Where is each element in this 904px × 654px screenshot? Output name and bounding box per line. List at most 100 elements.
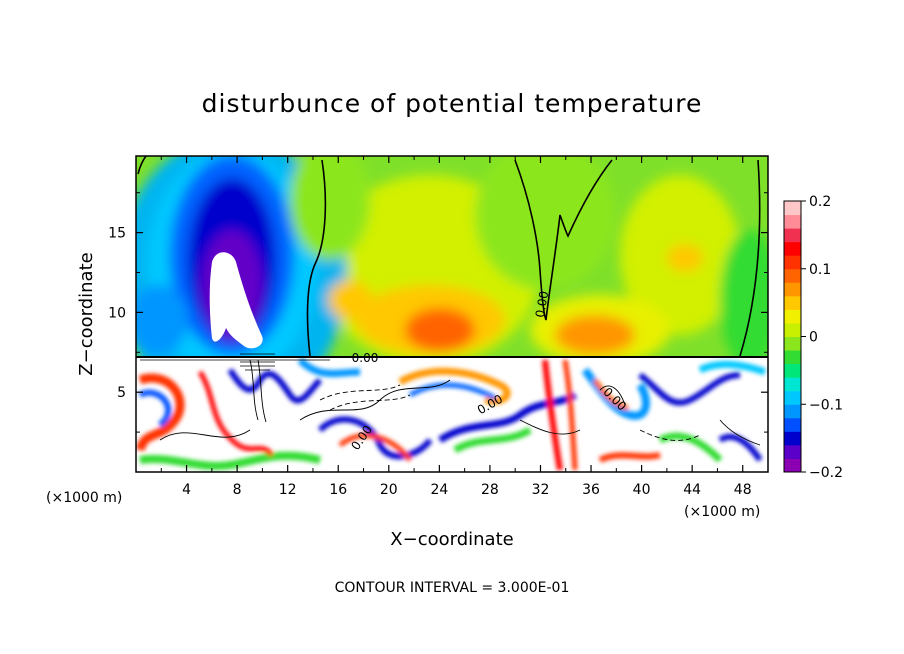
zero-contour	[137, 156, 147, 175]
turbulent-band	[197, 370, 274, 457]
contour-line	[319, 384, 401, 401]
x-tick-label: 12	[279, 482, 297, 498]
y-tick-label: 5	[117, 385, 126, 401]
zero-contour	[739, 159, 761, 357]
upper-field	[136, 156, 768, 357]
turbulent-band	[598, 452, 661, 463]
cold-plume	[136, 285, 188, 355]
warm-core	[667, 244, 703, 272]
colorbar-swatch	[784, 363, 801, 378]
colorbar-ticks: 0.2 0.1 0 −0.1 −0.2	[801, 194, 843, 481]
colorbar-swatch	[784, 404, 801, 419]
x-tick-label: 4	[182, 482, 191, 498]
contour-label: 0.00	[533, 290, 551, 319]
colorbar-swatch	[784, 444, 801, 459]
colorbar-swatch	[784, 309, 801, 324]
turbulent-band	[398, 367, 511, 405]
colorbar-swatch	[784, 336, 801, 351]
contour-line	[159, 429, 251, 441]
x-tick-label: 44	[683, 482, 701, 498]
colorbar	[783, 200, 802, 473]
colorbar-swatch	[784, 268, 801, 283]
y-axis-ticks: 5 10 15	[108, 192, 768, 433]
turbulent-band	[438, 391, 577, 443]
contour-line	[249, 359, 259, 421]
colorbar-tick-label: 0.2	[809, 194, 831, 210]
colorbar-swatch	[784, 377, 801, 392]
zero-contour	[514, 159, 613, 321]
colorbar-swatch	[784, 322, 801, 337]
turbulent-band	[227, 368, 323, 404]
contour-label: 0.00	[352, 351, 379, 365]
contour-line	[519, 419, 581, 435]
neutral-region	[475, 156, 615, 290]
colorbar-swatch	[784, 282, 801, 297]
turbulent-band	[338, 433, 412, 462]
warm-core	[328, 280, 372, 320]
colorbar-swatch	[784, 255, 801, 270]
colorbar-swatch	[784, 431, 801, 446]
turbulent-band	[297, 357, 361, 378]
x-unit-left: (×1000 m)	[46, 490, 122, 506]
y-axis-label: Z−coordinate	[76, 252, 97, 375]
y-tick-label: 15	[108, 226, 126, 242]
colorbar-tick-label: 0	[809, 330, 818, 346]
turbulent-band	[718, 433, 763, 462]
colorbar-swatch	[784, 201, 801, 216]
colorbar-swatch	[784, 295, 801, 310]
lower-field	[136, 357, 768, 472]
y-tick-label: 10	[108, 305, 126, 321]
neutral-region	[290, 156, 370, 260]
turbulent-band	[136, 373, 185, 452]
colorbar-swatch	[784, 417, 801, 432]
turbulent-band	[562, 359, 578, 471]
chart-title: disturbunce of potential temperature	[202, 89, 703, 118]
colorbar-tick-label: 0.1	[809, 262, 831, 278]
turbulent-band	[592, 378, 629, 411]
colorbar-swatch	[784, 458, 801, 473]
x-tick-label: 32	[532, 482, 550, 498]
contour-line	[599, 385, 626, 406]
x-tick-label: 28	[481, 482, 499, 498]
neutral-region	[720, 230, 768, 357]
x-axis-label: X−coordinate	[390, 529, 513, 550]
lower-field-base	[136, 357, 768, 472]
plume-white-core	[209, 252, 263, 349]
turbulent-band	[698, 360, 767, 376]
x-tick-label: 24	[430, 482, 448, 498]
turbulent-band	[408, 382, 497, 401]
plot-frame	[135, 155, 769, 473]
x-tick-label: 40	[633, 482, 651, 498]
contour-line	[329, 394, 411, 411]
turbulent-band	[139, 451, 321, 470]
contour-line	[719, 419, 761, 446]
x-unit-right: (×1000 m)	[684, 504, 760, 520]
turbulent-band	[317, 416, 433, 460]
contour-line	[639, 429, 701, 441]
x-axis-ticks: 4 8 12 16 20 24 28 32 36 40 44 48	[160, 156, 752, 498]
interface-ripples	[140, 353, 330, 371]
contour-interval-note: CONTOUR INTERVAL = 3.000E-01	[335, 580, 570, 596]
colorbar-swatch	[784, 350, 801, 365]
colorbar-swatch	[784, 228, 801, 243]
colorbar-swatch	[784, 390, 801, 405]
warm-core	[405, 308, 475, 352]
warm-core	[555, 315, 635, 355]
turbulent-band	[638, 372, 741, 406]
colorbar-swatch	[784, 214, 801, 229]
zero-contour	[306, 159, 327, 357]
ripple	[240, 353, 275, 371]
colorbar-tick-label: −0.1	[809, 397, 843, 413]
turbulent-band	[453, 426, 532, 454]
lower-contours	[159, 359, 761, 446]
x-tick-label: 48	[734, 482, 752, 498]
turbulent-band	[138, 389, 172, 428]
x-tick-label: 20	[380, 482, 398, 498]
contour-line	[257, 359, 267, 423]
x-tick-label: 8	[233, 482, 242, 498]
turbulent-band	[542, 359, 563, 471]
x-tick-label: 36	[582, 482, 600, 498]
colorbar-swatch	[784, 241, 801, 256]
colorbar-tick-label: −0.2	[809, 465, 843, 481]
